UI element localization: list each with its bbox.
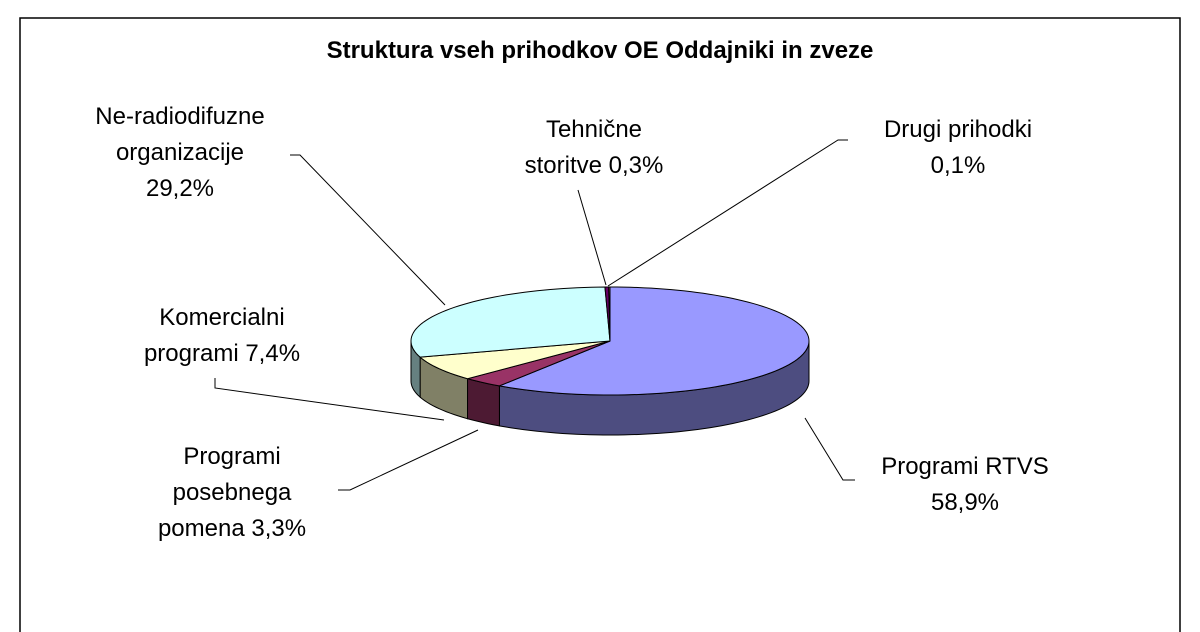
pie-slice — [465, 340, 611, 387]
pie-slice — [418, 340, 611, 380]
value-label: 29,2% — [145, 175, 215, 202]
pie-slice — [497, 286, 810, 396]
value-label: 58,9% — [930, 489, 1000, 516]
slice-label: Drugi prihodki 0,1% — [838, 112, 1078, 184]
chart-title: Struktura vseh prihodkov OE Oddajniki in… — [326, 37, 874, 64]
slice-label: Komercialni programi 7,4% — [117, 300, 327, 372]
pie-slice — [410, 286, 611, 358]
leader-line — [607, 139, 848, 287]
leader-line — [577, 189, 607, 286]
leader-lines — [214, 139, 855, 491]
value-label: 3,3% — [251, 515, 307, 542]
value-label: 0,3% — [608, 152, 664, 179]
leader-line — [214, 378, 445, 421]
leader-line — [290, 154, 446, 306]
leader-line — [338, 429, 479, 491]
slice-label: Tehnične storitve 0,3% — [509, 112, 679, 184]
pie — [410, 286, 810, 436]
category-label: Komercialni programi — [143, 304, 285, 367]
category-label: Programi RTVS — [881, 453, 1049, 480]
value-label: 0,1% — [930, 152, 986, 179]
slice-label: Programi posebnega pomena 3,3% — [152, 439, 312, 547]
category-label: Drugi prihodki — [883, 116, 1033, 143]
category-label: Ne-radiodifuzne organizacije — [95, 103, 265, 166]
category-label: Tehnične storitve — [524, 116, 643, 179]
slice-label: Programi RTVS 58,9% — [845, 449, 1085, 521]
category-label: Programi posebnega pomena — [157, 443, 292, 542]
pie-slice — [608, 286, 611, 342]
pie-slice-side — [467, 378, 500, 427]
slice-label: Ne-radiodifuzne organizacije 29,2% — [60, 99, 300, 207]
leader-line — [804, 417, 855, 481]
value-label: 7,4% — [245, 340, 301, 367]
